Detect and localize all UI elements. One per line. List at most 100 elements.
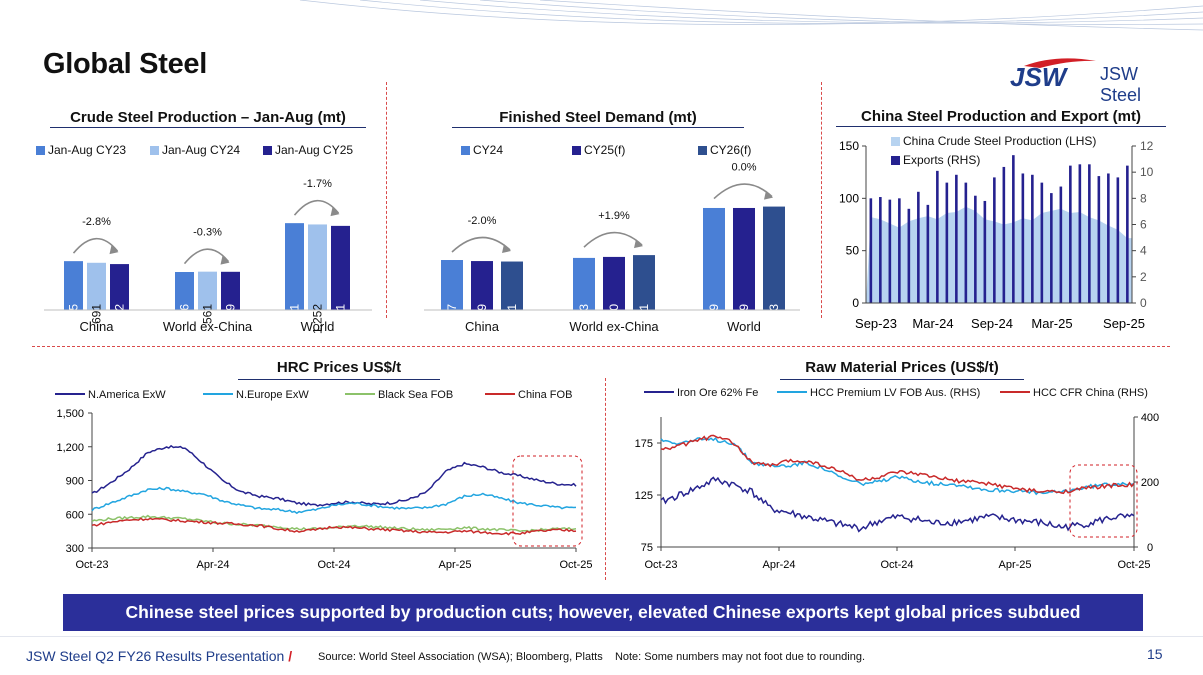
change-arrow-head: [764, 190, 773, 200]
raw-chart-title: Raw Material Prices (US$/t): [805, 359, 999, 376]
production-area: [866, 206, 1132, 303]
bar-world-0: [285, 223, 304, 310]
x-tick: Oct-25: [559, 559, 592, 571]
category-label: China: [80, 319, 115, 334]
export-bar: [945, 182, 949, 303]
change-label: 0.0%: [731, 162, 756, 174]
change-arrow: [293, 199, 340, 216]
export-bar: [1031, 174, 1034, 303]
export-bar: [964, 182, 968, 303]
footer-note: Note: Some numbers may not foot due to r…: [614, 651, 866, 663]
series-line-2: [91, 514, 577, 533]
x-tick: Sep-24: [971, 316, 1013, 331]
highlight-box: [1069, 464, 1138, 538]
raw-title-underline: [780, 379, 1024, 380]
y-tick-right: 200: [1141, 477, 1159, 489]
x-tick: Oct-23: [75, 559, 108, 571]
bar-label: 561: [201, 304, 215, 324]
export-bar: [1088, 164, 1091, 303]
export-bar: [917, 191, 920, 303]
category-label: World: [301, 319, 335, 334]
hrc-legend-2: N.Europe ExW: [203, 389, 309, 401]
footer-slash: /: [288, 648, 293, 664]
category-label: World: [727, 319, 761, 334]
bar-world-1: [733, 207, 755, 310]
export-bar: [1059, 186, 1063, 303]
bar-label: 1,749: [737, 304, 751, 334]
summary-banner: Chinese steel prices supported by produc…: [63, 594, 1143, 631]
y-tick-right: 2: [1140, 270, 1147, 284]
change-arrow-head: [502, 244, 511, 254]
bar-label: 672: [113, 304, 127, 324]
bar-label: 1,773: [767, 304, 781, 334]
x-tick: Mar-25: [1031, 316, 1072, 331]
category-label: World ex-China: [163, 319, 253, 334]
demand-title-underline: [452, 127, 744, 128]
change-label: -1.7%: [303, 178, 332, 190]
export-bar: [1107, 173, 1110, 303]
export-bar: [1021, 173, 1025, 303]
bar-label: 831: [505, 304, 519, 324]
y-tick: 1,200: [56, 442, 84, 454]
change-arrow: [183, 248, 230, 265]
export-bar: [888, 199, 892, 303]
y-tick: 1,500: [56, 408, 84, 420]
hrc-legend-3: Black Sea FOB: [345, 389, 453, 401]
raw-legend-2: HCC Premium LV FOB Aus. (RHS): [777, 387, 980, 399]
demand-legend-3: CY26(f): [698, 143, 751, 157]
demand-chart-title: Finished Steel Demand (mt): [499, 109, 697, 126]
bar-label: 839: [475, 304, 489, 324]
export-bar: [1012, 155, 1015, 303]
crude-legend-3: Jan-Aug CY25: [263, 143, 353, 157]
bar-label: 893: [577, 304, 591, 324]
header-wave-decoration: [299, 0, 1203, 31]
demand-legend-2: CY25(f): [572, 143, 625, 157]
y-tick: 300: [66, 543, 84, 555]
change-label: -2.0%: [468, 215, 497, 227]
change-label: -0.3%: [193, 227, 222, 239]
change-arrow: [713, 183, 773, 200]
svg-text:JSW: JSW: [1010, 62, 1069, 92]
export-bar: [907, 208, 911, 303]
bar-china-2: [110, 264, 129, 310]
y-tick-left: 125: [635, 490, 653, 502]
china-title-underline: [836, 126, 1166, 127]
bar-china-2: [501, 261, 523, 310]
x-tick: Oct-24: [317, 559, 350, 571]
y-tick-right: 6: [1140, 218, 1147, 232]
bar-world-ex-china-0: [175, 272, 194, 310]
footer-divider: [0, 636, 1203, 637]
change-label: -2.8%: [82, 216, 111, 228]
change-arrow: [451, 236, 511, 253]
change-arrow-head: [220, 255, 230, 265]
series-line-0: [91, 444, 577, 507]
highlight-box: [512, 455, 583, 547]
series-line-1: [660, 436, 1135, 496]
y-tick-right: 400: [1141, 412, 1159, 424]
brand-name: JSW Steel: [1100, 64, 1142, 105]
y-tick-left: 50: [846, 244, 860, 258]
change-arrow-head: [109, 245, 119, 255]
bar-label: 1,231: [334, 304, 348, 334]
bar-world-ex-china-2: [221, 271, 240, 310]
change-arrow: [72, 237, 119, 254]
x-tick: Apr-25: [998, 559, 1031, 571]
export-bar: [974, 195, 977, 303]
hrc-title-underline: [238, 379, 440, 380]
export-bar: [993, 177, 996, 303]
hrc-legend-4: China FOB: [485, 389, 572, 401]
bar-world-ex-china-1: [603, 256, 625, 310]
bar-world-2: [763, 206, 785, 310]
x-tick: Oct-24: [880, 559, 913, 571]
bar-world-ex-china-2: [633, 255, 655, 310]
china-chart-title: China Steel Production and Export (mt): [860, 108, 1141, 125]
finished-steel-demand-chart: 857 839 831 -2.0% China 893 910 941 +1.9% World e…: [424, 162, 800, 334]
change-label: +1.9%: [598, 210, 630, 222]
series-line-3: [91, 517, 577, 536]
hrc-prices-chart: 300 600 900 1,200 1,500 Oct-23 Apr-24 Oct-24 Apr…: [56, 408, 592, 571]
demand-legend-1: CY24: [461, 143, 503, 157]
export-bar: [983, 200, 987, 303]
export-bar: [869, 198, 873, 303]
divider-vertical-2: [821, 82, 822, 318]
y-tick-left: 175: [635, 438, 653, 450]
